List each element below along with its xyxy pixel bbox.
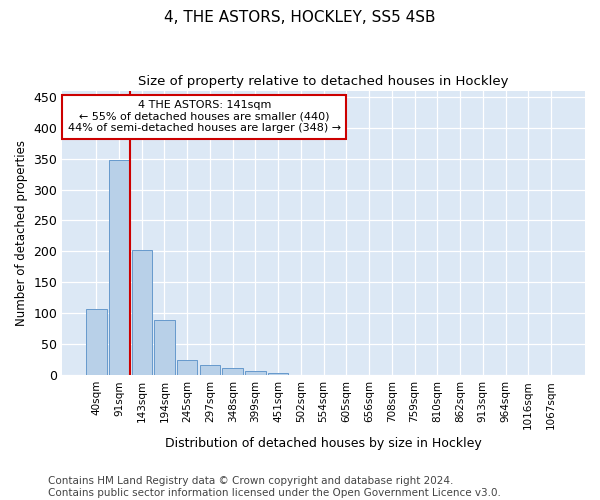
- X-axis label: Distribution of detached houses by size in Hockley: Distribution of detached houses by size …: [165, 437, 482, 450]
- Text: 4, THE ASTORS, HOCKLEY, SS5 4SB: 4, THE ASTORS, HOCKLEY, SS5 4SB: [164, 10, 436, 25]
- Y-axis label: Number of detached properties: Number of detached properties: [15, 140, 28, 326]
- Bar: [200, 366, 220, 375]
- Bar: [268, 372, 289, 375]
- Bar: [131, 250, 152, 375]
- Bar: [245, 371, 266, 375]
- Title: Size of property relative to detached houses in Hockley: Size of property relative to detached ho…: [139, 75, 509, 88]
- Text: Contains HM Land Registry data © Crown copyright and database right 2024.
Contai: Contains HM Land Registry data © Crown c…: [48, 476, 501, 498]
- Bar: [541, 374, 561, 375]
- Text: 4 THE ASTORS: 141sqm
← 55% of detached houses are smaller (440)
44% of semi-deta: 4 THE ASTORS: 141sqm ← 55% of detached h…: [68, 100, 341, 134]
- Bar: [177, 360, 197, 375]
- Bar: [86, 309, 107, 375]
- Bar: [154, 320, 175, 375]
- Bar: [109, 160, 129, 375]
- Bar: [223, 368, 243, 375]
